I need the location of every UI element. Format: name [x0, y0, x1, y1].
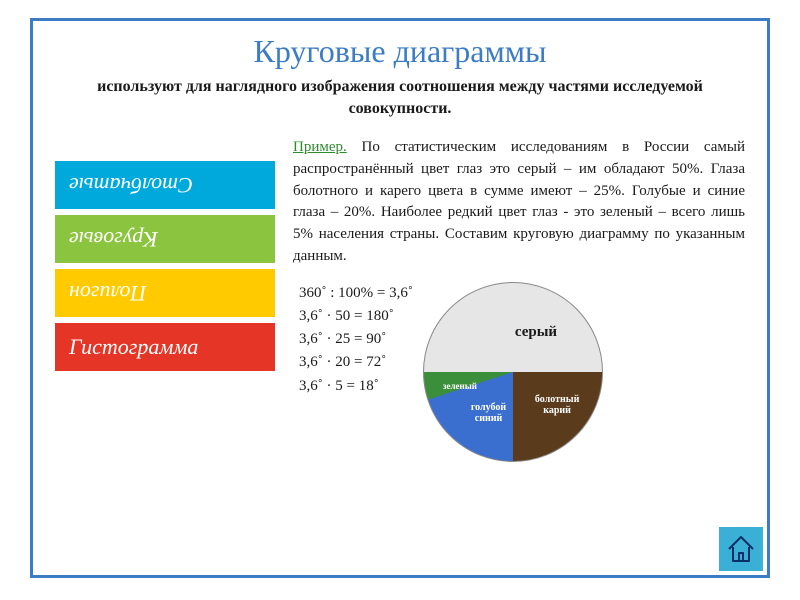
pie-slice-label: голубойсиний: [471, 402, 506, 424]
page-subtitle: используют для наглядного изображения со…: [55, 76, 745, 119]
nav-label: Полигон: [69, 280, 146, 306]
pie-chart-container: серый болотныйкарий голубойсиний зеленый: [423, 282, 603, 462]
calc-line: 3,6˚ · 25 = 90˚: [299, 328, 413, 351]
home-button[interactable]: [719, 527, 763, 571]
nav-label: Круговые: [69, 226, 158, 252]
calc-line: 3,6˚ · 20 = 72˚: [299, 351, 413, 374]
nav-label: Столбчатые: [69, 172, 193, 198]
pie-slice-label: болотныйкарий: [535, 394, 579, 416]
house-icon: [725, 533, 757, 565]
right-column: Пример. По статистическим исследованиям …: [293, 137, 745, 462]
calc-line: 360˚ : 100% = 3,6˚: [299, 282, 413, 305]
nav-item-pie[interactable]: Круговые: [55, 215, 275, 263]
calculation-block: 360˚ : 100% = 3,6˚ 3,6˚ · 50 = 180˚ 3,6˚…: [293, 282, 413, 462]
page-title: Круговые диаграммы: [55, 33, 745, 70]
pie-slice-label: серый: [515, 324, 557, 341]
calc-line: 3,6˚ · 5 = 18˚: [299, 375, 413, 398]
example-label: Пример.: [293, 139, 347, 155]
pie-chart: [423, 282, 603, 462]
slide-frame: Круговые диаграммы используют для нагляд…: [30, 18, 770, 578]
nav-list: Столбчатые Круговые Полигон Гистограмма: [55, 137, 275, 462]
nav-item-histogram[interactable]: Гистограмма: [55, 323, 275, 371]
calc-line: 3,6˚ · 50 = 180˚: [299, 305, 413, 328]
content-row: Столбчатые Круговые Полигон Гистограмма …: [55, 137, 745, 462]
pie-slice-label: зеленый: [443, 382, 477, 392]
example-paragraph: Пример. По статистическим исследованиям …: [293, 137, 745, 268]
nav-item-bar[interactable]: Столбчатые: [55, 161, 275, 209]
bottom-row: 360˚ : 100% = 3,6˚ 3,6˚ · 50 = 180˚ 3,6˚…: [293, 282, 745, 462]
example-body: По статистическим исследованиям в России…: [293, 139, 745, 264]
nav-label: Гистограмма: [69, 334, 198, 360]
nav-item-polygon[interactable]: Полигон: [55, 269, 275, 317]
